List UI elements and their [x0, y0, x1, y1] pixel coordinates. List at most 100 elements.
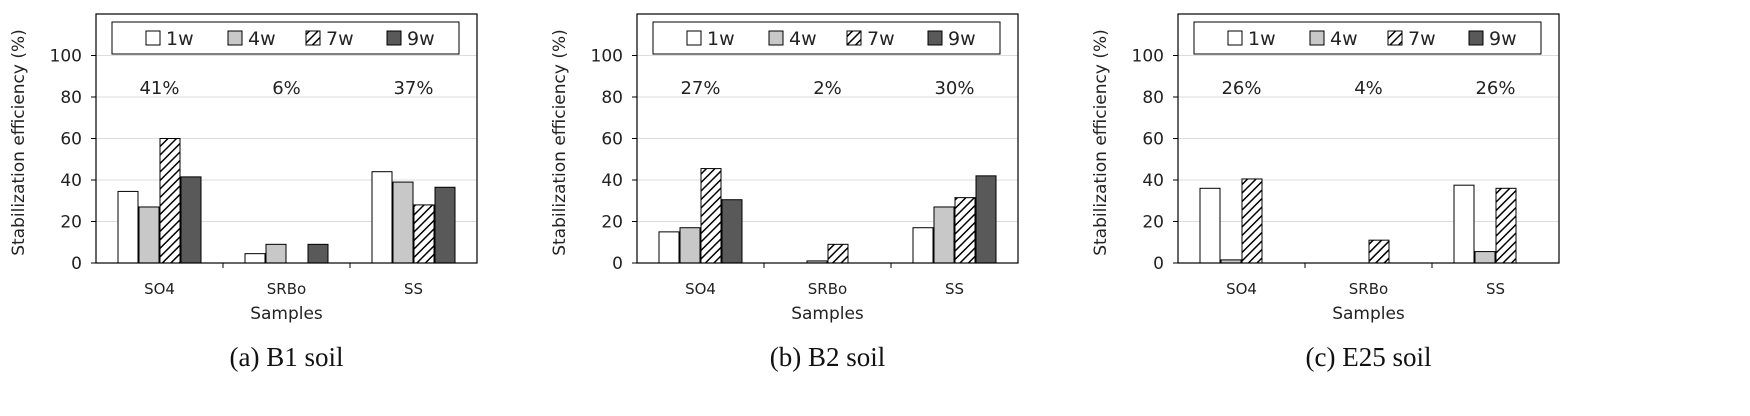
- x-tick-label: SRBo: [808, 280, 847, 298]
- y-tick-label: 0: [1153, 254, 1164, 274]
- bar-so4-4w: [138, 206, 160, 264]
- legend-label-7w: 7w: [867, 28, 895, 50]
- x-tick-label: SO4: [685, 280, 716, 298]
- x-tick-label: SS: [1486, 280, 1505, 298]
- efficiency-label: 27%: [680, 78, 720, 99]
- chart-panel-1: SO4 41% SRBo 6% SS 37% 0 20 40 60 80 100 Stabilizati…: [9, 13, 478, 372]
- bar-ss-4w: [392, 181, 414, 264]
- bar-ss-9w: [434, 186, 456, 264]
- bar-ss-9w: [975, 175, 997, 264]
- bar-so4-7w: [700, 168, 722, 264]
- legend-label-1w: 1w: [1248, 28, 1276, 50]
- legend-swatch-4w: [227, 30, 243, 46]
- bar-so4-4w: [679, 227, 701, 264]
- y-tick-label: 80: [601, 88, 623, 108]
- bar-so4-9w: [180, 176, 202, 264]
- bar-ss-4w: [933, 206, 955, 264]
- y-tick-label: 100: [50, 47, 82, 67]
- legend-label-7w: 7w: [326, 28, 354, 50]
- legend-swatch-7w: [305, 30, 321, 46]
- bar-ss-7w: [413, 204, 435, 264]
- legend-label-4w: 4w: [789, 28, 817, 50]
- legend-swatch-4w: [1309, 30, 1325, 46]
- y-tick-label: 60: [1142, 130, 1164, 150]
- x-axis-label: Samples: [250, 304, 323, 324]
- bar-so4-1w: [117, 190, 139, 264]
- legend-swatch-9w: [1468, 30, 1484, 46]
- y-tick-label: 80: [1142, 88, 1164, 108]
- y-tick-label: 100: [591, 47, 623, 67]
- y-tick-label: 60: [60, 130, 82, 150]
- legend-label-9w: 9w: [948, 28, 976, 50]
- legend-swatch-1w: [1227, 30, 1243, 46]
- y-tick-label: 40: [1142, 171, 1164, 191]
- y-tick-label: 40: [601, 171, 623, 191]
- y-tick-label: 80: [60, 88, 82, 108]
- x-tick-label: SO4: [1226, 280, 1257, 298]
- bar-srbo-4w: [265, 243, 287, 264]
- y-tick-label: 0: [71, 254, 82, 274]
- bar-so4-1w: [1199, 187, 1221, 264]
- y-tick-label: 100: [1132, 47, 1164, 67]
- legend-swatch-1w: [686, 30, 702, 46]
- legend-label-4w: 4w: [248, 28, 276, 50]
- bar-srbo-1w: [244, 253, 266, 264]
- bar-so4-7w: [1241, 178, 1263, 264]
- efficiency-label: 4%: [1354, 78, 1383, 99]
- chart-panel-2: SO4 27% SRBo 2% SS 30% 0 20 40 60 80 100 Stabilizati…: [550, 13, 1019, 372]
- x-tick-label: SO4: [144, 280, 175, 298]
- legend-label-7w: 7w: [1408, 28, 1436, 50]
- x-tick-label: SRBo: [267, 280, 306, 298]
- legend-label-9w: 9w: [1489, 28, 1517, 50]
- bar-srbo-7w: [827, 243, 849, 264]
- legend-label-4w: 4w: [1330, 28, 1358, 50]
- bar-ss-1w: [371, 171, 393, 264]
- legend-label-1w: 1w: [166, 28, 194, 50]
- panel-caption: (a) B1 soil: [230, 342, 344, 372]
- bar-ss-1w: [912, 227, 934, 264]
- y-tick-label: 20: [601, 213, 623, 233]
- panel-caption: (c) E25 soil: [1306, 342, 1432, 372]
- legend-label-9w: 9w: [407, 28, 435, 50]
- bar-so4-7w: [159, 138, 181, 264]
- efficiency-label: 26%: [1221, 78, 1261, 99]
- legend: 1w 4w 7w 9w: [111, 21, 460, 55]
- legend-swatch-1w: [145, 30, 161, 46]
- efficiency-label: 30%: [934, 78, 974, 99]
- legend-swatch-9w: [386, 30, 402, 46]
- efficiency-label: 2%: [813, 78, 842, 99]
- x-tick-label: SRBo: [1349, 280, 1388, 298]
- legend-swatch-7w: [846, 30, 862, 46]
- bar-ss-7w: [954, 197, 976, 264]
- bar-srbo-7w: [1368, 239, 1390, 264]
- efficiency-label: 41%: [139, 78, 179, 99]
- efficiency-label: 6%: [272, 78, 301, 99]
- y-tick-label: 40: [60, 171, 82, 191]
- legend: 1w 4w 7w 9w: [652, 21, 1001, 55]
- x-axis-label: Samples: [1332, 304, 1405, 324]
- y-tick-label: 0: [612, 254, 623, 274]
- legend-swatch-7w: [1387, 30, 1403, 46]
- bar-srbo-9w: [307, 243, 329, 264]
- y-tick-label: 60: [601, 130, 623, 150]
- x-tick-label: SS: [404, 280, 423, 298]
- legend: 1w 4w 7w 9w: [1193, 21, 1542, 55]
- bar-so4-9w: [721, 199, 743, 264]
- efficiency-label: 26%: [1475, 78, 1515, 99]
- legend-swatch-4w: [768, 30, 784, 46]
- x-axis-label: Samples: [791, 304, 864, 324]
- y-tick-label: 20: [60, 213, 82, 233]
- bar-ss-7w: [1495, 187, 1517, 264]
- y-axis-label: Stabilization efficiency (%): [9, 29, 29, 256]
- efficiency-label: 37%: [393, 78, 433, 99]
- bar-ss-4w: [1474, 251, 1496, 264]
- legend-swatch-9w: [927, 30, 943, 46]
- legend-label-1w: 1w: [707, 28, 735, 50]
- y-axis-label: Stabilization efficiency (%): [550, 29, 570, 256]
- x-tick-label: SS: [945, 280, 964, 298]
- bar-ss-1w: [1453, 184, 1475, 264]
- panel-caption: (b) B2 soil: [770, 342, 886, 372]
- y-tick-label: 20: [1142, 213, 1164, 233]
- y-axis-label: Stabilization efficiency (%): [1091, 29, 1111, 256]
